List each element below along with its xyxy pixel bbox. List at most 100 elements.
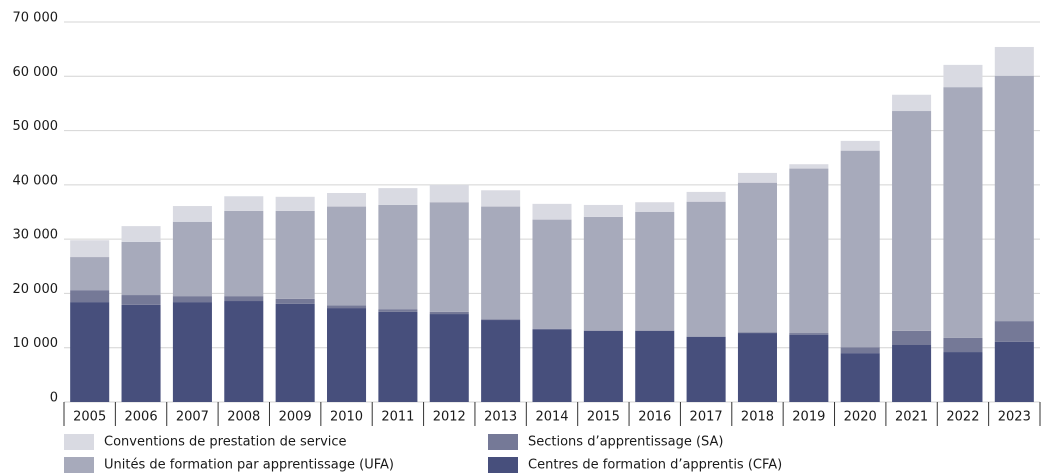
x-tick-label: 2021 [895,410,928,425]
x-tick-label: 2007 [176,410,209,425]
bar-segment [532,328,572,330]
bar-segment [686,191,726,202]
bar-segment [275,298,315,304]
bar-segment [172,206,212,222]
bar-segment [892,111,932,331]
bar-segment [789,168,829,334]
bar-segment [532,203,572,220]
bar-segment [583,330,623,402]
legend-swatch [488,457,518,473]
bar-segment [378,309,418,312]
legend-label: Unités de formation par apprentissage (U… [104,458,394,473]
bar-segment [994,46,1034,76]
bar-segment [121,226,161,242]
bar-segment [583,204,623,217]
y-tick-label: 10 000 [13,336,59,351]
bar-segment [892,94,932,112]
bar-segment [121,295,161,305]
legend-label: Centres de formation d’apprentis (CFA) [528,458,782,473]
y-tick-label: 40 000 [13,173,59,188]
bar-segment [583,330,623,331]
x-tick-label: 2019 [792,410,825,425]
bar-segment [635,330,675,331]
x-tick-label: 2014 [535,410,568,425]
bar-segment [121,241,161,296]
x-tick-label: 2015 [587,410,620,425]
bar-segment [275,196,315,211]
bar-segment [224,196,264,211]
bar-segment [892,345,932,402]
bar-segment [224,301,264,402]
bar-segment [737,333,777,402]
bar-segment [532,219,572,329]
bar-segment [635,330,675,402]
x-tick-label: 2011 [381,410,414,425]
y-tick-label: 20 000 [13,282,59,297]
bar-segment [481,320,521,402]
bar-segment [70,302,110,402]
bar-segment [70,257,110,291]
bar-segment [481,206,521,320]
bar-segment [70,290,110,303]
bar-segment [327,193,367,207]
bar-segment [378,188,418,205]
x-tick-label: 2020 [844,410,877,425]
y-tick-label: 70 000 [13,11,59,26]
bar-segment [275,210,315,299]
bar-segment [327,206,367,306]
bar-segment [686,336,726,337]
bar-segment [943,352,983,402]
bar-segment [327,305,367,309]
bar-segment [224,210,264,297]
bar-segment [840,353,880,402]
x-tick-label: 2017 [690,410,723,425]
x-tick-label: 2023 [998,410,1031,425]
y-tick-label: 30 000 [13,228,59,243]
bar-segment [481,190,521,207]
bar-segment [840,150,880,348]
x-tick-label: 2013 [484,410,517,425]
bar-segment [429,311,469,315]
bar-segment [789,333,829,335]
legend-label: Conventions de prestation de service [104,435,347,450]
bar-segment [429,202,469,312]
bar-segment [994,341,1034,402]
legend-swatch [64,457,94,473]
bar-segment [224,296,264,302]
bar-segment [70,240,110,258]
bar-segment [172,221,212,297]
bar-segment [840,347,880,354]
bar-segment [172,296,212,303]
bar-segment [327,308,367,402]
bar-segment [429,314,469,402]
bar-segment [686,201,726,337]
bar-segment [378,204,418,310]
bar-segment [635,202,675,212]
bar-segment [789,164,829,169]
x-tick-label: 2009 [279,410,312,425]
bar-segment [943,337,983,353]
bar-segment [994,321,1034,342]
bar-segment [583,216,623,331]
bar-segment [840,140,880,151]
legend-swatch [488,434,518,450]
y-tick-label: 50 000 [13,119,59,134]
bar-segment [532,329,572,402]
x-tick-label: 2016 [638,410,671,425]
legend-swatch [64,434,94,450]
bar-segment [943,64,983,88]
bar-segment [275,303,315,402]
y-tick-label: 0 [50,391,58,406]
bar-segment [737,172,777,183]
bar-segment [635,212,675,331]
x-tick-label: 2005 [73,410,106,425]
bar-segment [994,75,1034,322]
bar-segment [789,334,829,402]
x-tick-label: 2006 [125,410,158,425]
y-tick-label: 60 000 [13,65,59,80]
bar-segment [686,336,726,402]
x-tick-label: 2012 [433,410,466,425]
x-tick-label: 2008 [227,410,260,425]
bar-segment [481,319,521,321]
